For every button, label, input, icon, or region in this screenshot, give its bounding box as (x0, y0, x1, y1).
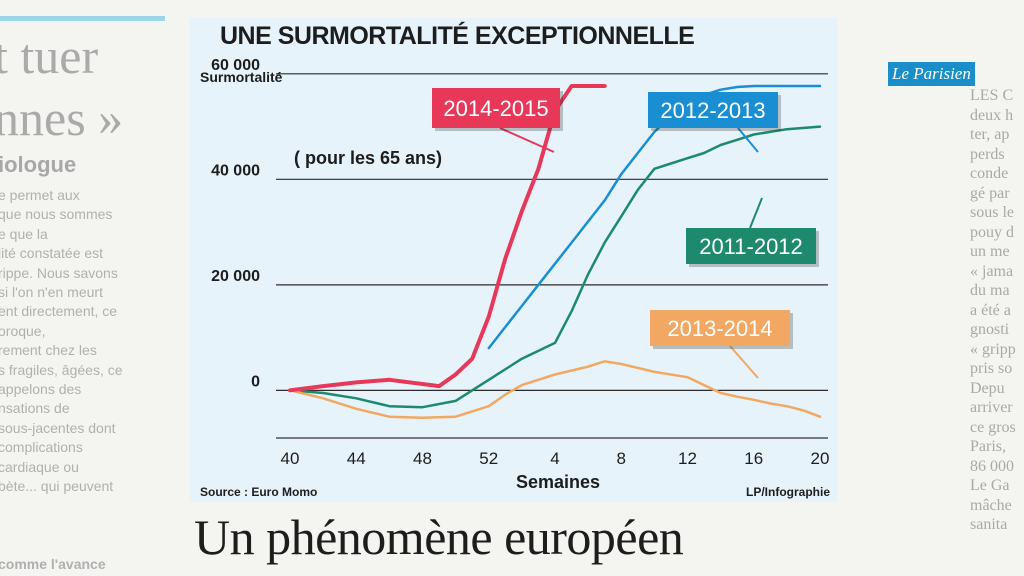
x-tick-label: 4 (550, 449, 559, 468)
article-body-line: e que la (0, 225, 48, 242)
article-body-line: s fragiles, âgées, ce (0, 361, 123, 378)
right-article-line: pouy d (970, 223, 1014, 241)
article-body-line: sous-jacentes dont (0, 419, 116, 436)
article-body-line: cardiaque ou (0, 458, 79, 475)
page-headline: Un phénomène européen (194, 509, 684, 565)
right-article-line: mâche (970, 496, 1012, 514)
article-headline-line-1: t tuer (0, 28, 99, 84)
right-article-line: « gripp (970, 340, 1016, 358)
right-article-line: deux h (970, 106, 1014, 124)
article-body-line: nsations de (0, 400, 70, 417)
legend-box-2011-2012 (686, 228, 816, 264)
article-subhead: iologue (0, 152, 77, 177)
legend-label-2012-2013: 2012-2013 (660, 98, 765, 123)
article-body-line: bète... qui peuvent (0, 478, 114, 495)
right-article-body: LES C deux h ter, ap perds conde gé par sous l… (970, 86, 1024, 535)
right-article-line: arriver (970, 399, 1013, 416)
x-tick-label: 8 (617, 449, 626, 468)
legend-pointer (729, 345, 759, 379)
legend-label-2014-2015: 2014-2015 (443, 96, 548, 121)
left-article-column: t tuer nnes » iologue e permet aux que n… (0, 0, 168, 576)
right-article-line: « jama (970, 262, 1014, 280)
right-article-line: sanita (970, 516, 1008, 533)
chart-source: Source : Euro Momo (200, 485, 317, 499)
legend-box-2014-2015 (432, 88, 560, 128)
right-article-line: Depu (970, 379, 1005, 397)
legend-box-2012-2013 (648, 92, 778, 128)
article-foot-line: comme l'avance (0, 556, 106, 572)
y-tick-label: 20 000 (211, 268, 260, 285)
right-article-line: Le Ga (970, 477, 1010, 494)
right-article-line: ce gros (970, 418, 1016, 436)
series-line-2012-2013 (487, 84, 822, 350)
legend-pointer (749, 197, 763, 229)
article-body-line: ent directement, ce (0, 303, 118, 320)
y-tick-label: 0 (251, 373, 260, 390)
right-article-line: du ma (970, 282, 1010, 299)
x-tick-label: 20 (811, 449, 830, 468)
chart-panel: UNE SURMORTALITÉ EXCEPTIONNELLE 60 000 40… (190, 18, 838, 502)
article-body-line: appelons des (0, 381, 82, 398)
chart-credit: LP/Infographie (746, 485, 830, 499)
x-axis-label: Semaines (516, 472, 600, 492)
article-body: e permet aux que nous sommes e que la lité… (0, 186, 168, 497)
x-tick-label: 16 (744, 449, 763, 468)
series-line-2014-2015 (288, 84, 607, 393)
series-line-2013-2014 (288, 360, 822, 420)
le-parisien-logo: Le Parisien (888, 62, 975, 86)
x-tick-label: 52 (479, 449, 498, 468)
right-article-line: un me (970, 243, 1010, 260)
article-body-line: rippe. Nous savons (0, 264, 118, 281)
right-article-column: Le Parisien LES C deux h ter, ap perds conde… (880, 0, 1024, 576)
right-article-line: 86 000 (970, 457, 1014, 475)
article-body-line: si l'on n'en meurt (0, 284, 103, 301)
x-tick-label: 44 (347, 449, 366, 468)
x-tick-label: 40 (281, 449, 300, 468)
y-tick-label: 60 000 (211, 57, 260, 74)
legend-pointer (737, 127, 759, 153)
column-rule (0, 16, 165, 21)
series-line-2011-2012 (288, 125, 822, 409)
chart-subtitle: ( pour les 65 ans) (294, 148, 442, 168)
article-body-line: lité constatée est (0, 245, 104, 262)
right-article-line: perds (970, 145, 1005, 163)
right-article-line: conde (970, 165, 1009, 182)
article-body-line: que nous sommes (0, 206, 113, 223)
right-article-line: gnosti (970, 321, 1010, 338)
x-tick-label: 48 (413, 449, 432, 468)
right-article-line: Paris, (970, 438, 1006, 455)
y-axis-label: Surmortalité (200, 69, 283, 85)
article-body-line: complications (0, 439, 83, 456)
legend-label-2013-2014: 2013-2014 (667, 316, 772, 341)
article-body-line: e permet aux (0, 187, 80, 203)
article-headline-line-2: nnes » (0, 90, 124, 146)
x-tick-label: 12 (678, 449, 697, 468)
right-article-line: LES C (970, 87, 1014, 104)
article-body-line: oroque, (0, 322, 46, 339)
right-article-line: ter, ap (970, 126, 1010, 143)
right-article-line: pris so (970, 360, 1013, 377)
chart-title: UNE SURMORTALITÉ EXCEPTIONNELLE (220, 22, 695, 50)
legend-box-2013-2014 (650, 310, 790, 346)
article-body-line: rement chez les (0, 342, 97, 359)
y-tick-label: 40 000 (211, 162, 260, 179)
right-article-line: sous le (970, 204, 1014, 221)
legend-label-2011-2012: 2011-2012 (699, 234, 803, 259)
right-article-line: a été a (970, 301, 1011, 319)
legend-pointer (499, 127, 555, 153)
right-article-line: gé par (970, 184, 1010, 202)
